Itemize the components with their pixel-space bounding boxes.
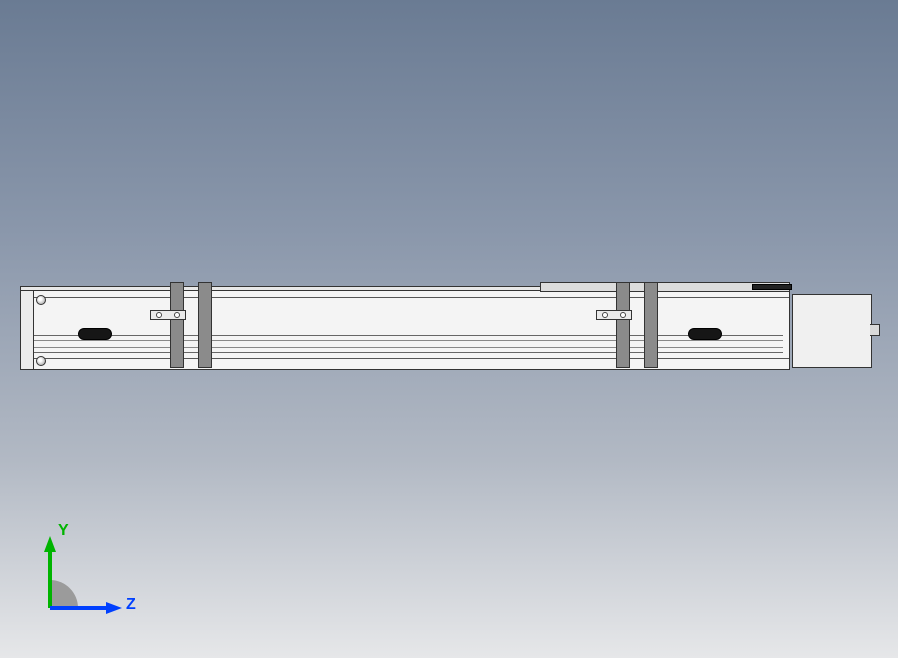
linear-rail-body	[20, 290, 790, 370]
axis-y-arrowhead	[44, 536, 56, 552]
motor-housing	[792, 294, 872, 368]
mounting-tab-hole	[620, 312, 626, 318]
motor-shaft-stub	[870, 324, 880, 336]
mounting-bracket	[616, 282, 630, 368]
axis-z-label: Z	[126, 596, 136, 614]
mounting-tab-hole	[174, 312, 180, 318]
counterbore-hole	[36, 295, 46, 305]
axis-triad-svg	[30, 518, 140, 628]
rail-t-slot	[27, 335, 783, 353]
t-slot-nut	[78, 328, 112, 340]
axis-z-arrowhead	[106, 602, 122, 614]
mounting-bracket	[644, 282, 658, 368]
view-axis-triad: Y Z	[30, 518, 140, 628]
mounting-tab	[596, 310, 632, 320]
mounting-tab-hole	[602, 312, 608, 318]
axis-y-label: Y	[58, 522, 69, 540]
mounting-tab-hole	[156, 312, 162, 318]
cable-exit-block	[752, 284, 792, 290]
cad-model-side-view	[20, 282, 880, 374]
rail-endcap-left	[20, 290, 34, 370]
mounting-tab	[150, 310, 186, 320]
mounting-bracket	[170, 282, 184, 368]
triad-origin-icon	[50, 580, 78, 608]
counterbore-hole	[36, 356, 46, 366]
t-slot-nut	[688, 328, 722, 340]
cad-viewport[interactable]: Y Z	[0, 0, 898, 658]
mounting-bracket	[198, 282, 212, 368]
